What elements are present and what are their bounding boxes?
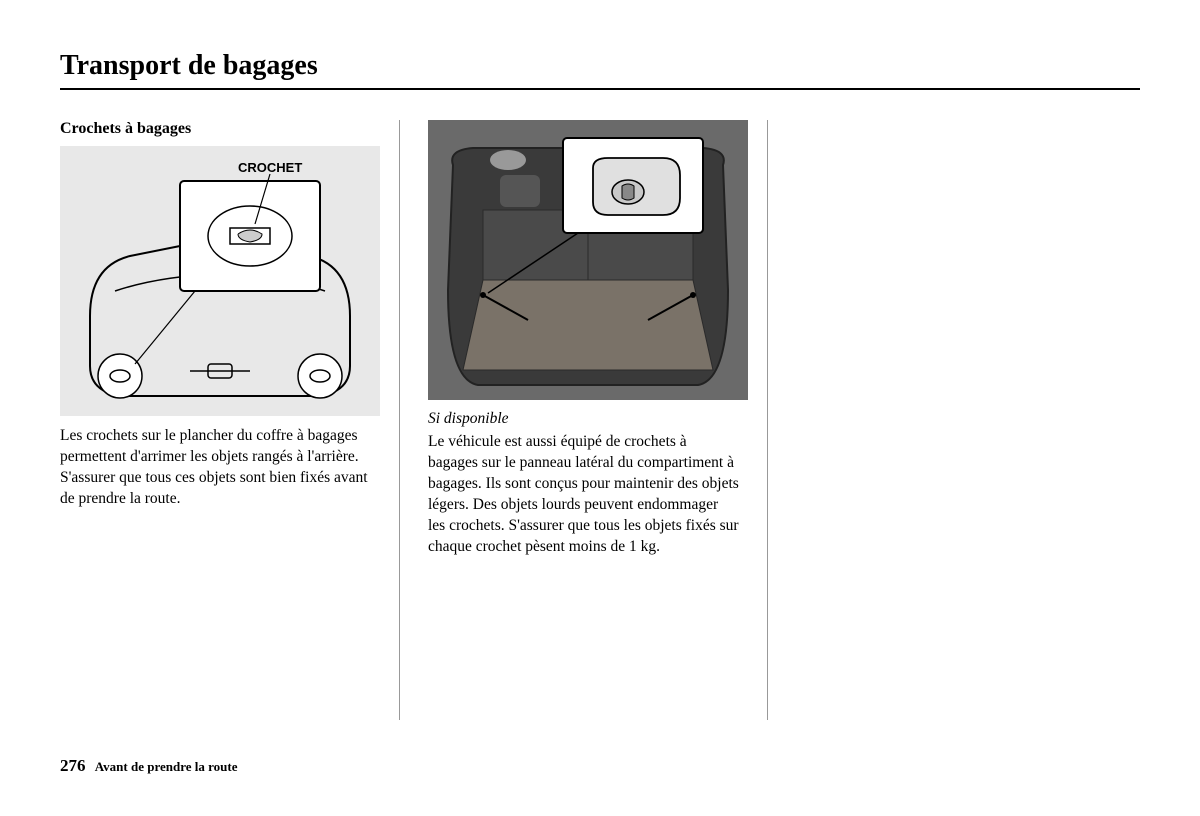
column-3	[796, 120, 1136, 720]
page-title: Transport de bagages	[60, 50, 1140, 90]
section-heading: Crochets à bagages	[60, 120, 371, 138]
trunk-photo-svg	[428, 120, 748, 400]
chapter-name: Avant de prendre la route	[95, 759, 238, 774]
page-number: 276	[60, 756, 86, 775]
figure-trunk-photo	[428, 120, 748, 400]
col1-paragraph: Les crochets sur le plancher du coffre à…	[60, 426, 371, 510]
hook-diagram-svg	[60, 146, 380, 416]
col2-paragraph: Le véhicule est aussi équipé de crochets…	[428, 432, 739, 558]
availability-note: Si disponible	[428, 410, 739, 428]
column-2: Si disponible Le véhicule est aussi équi…	[428, 120, 768, 720]
columns-container: Crochets à bagages CROCHET	[60, 120, 1140, 720]
column-1: Crochets à bagages CROCHET	[60, 120, 400, 720]
manual-page: Transport de bagages Crochets à bagages …	[0, 0, 1200, 816]
page-footer: 276 Avant de prendre la route	[60, 756, 238, 776]
figure-hook-diagram: CROCHET	[60, 146, 380, 416]
figure-label-crochet: CROCHET	[238, 160, 302, 175]
